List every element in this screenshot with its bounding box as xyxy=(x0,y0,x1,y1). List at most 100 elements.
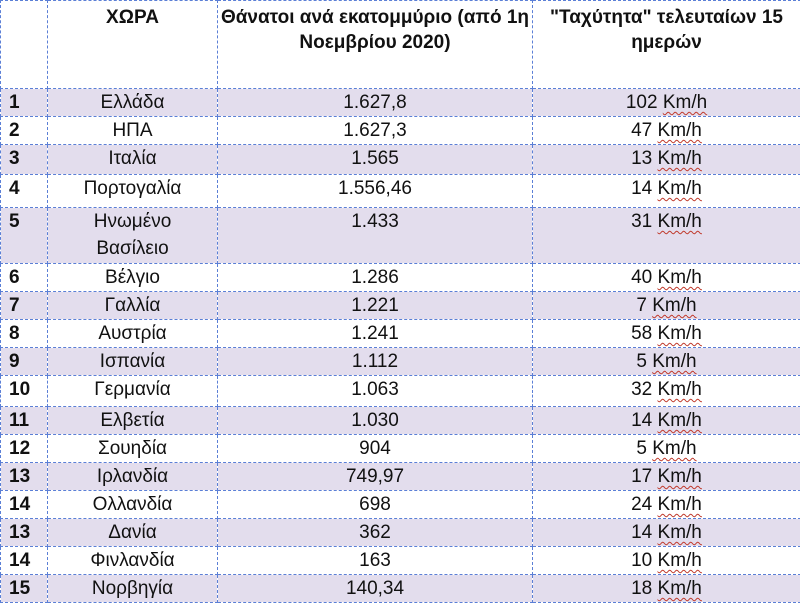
country-cell: Ιρλανδία xyxy=(47,462,218,491)
deaths-per-million-cell: 1.241 xyxy=(217,319,533,348)
speed-value: 102 xyxy=(625,92,658,113)
speed-value: 18 xyxy=(631,578,653,599)
rank-cell: 14 xyxy=(0,546,48,575)
table-row: 14 Ολλανδία 698 24 Km/h xyxy=(0,490,800,519)
speed-unit: Km/h xyxy=(657,178,702,199)
country-cell: Πορτογαλία xyxy=(47,174,218,208)
country-cell: Βέλγιο xyxy=(47,263,218,292)
deaths-per-million-cell: 698 xyxy=(217,490,533,519)
speed-unit: Km/h xyxy=(657,494,702,515)
rank-cell: 7 xyxy=(0,291,48,320)
table-row: 14 Φινλανδία 163 10 Km/h xyxy=(0,546,800,575)
rank-cell: 1 xyxy=(0,88,48,117)
rank-cell: 11 xyxy=(0,406,48,435)
table-row: 5 Ηνωμένο Βασίλειο 1.433 31 Km/h xyxy=(0,207,800,264)
speed-cell: 7 Km/h xyxy=(532,291,800,320)
deaths-per-million-cell: 140,34 xyxy=(217,574,533,603)
deaths-per-million-cell: 1.627,8 xyxy=(217,88,533,117)
deaths-per-million-cell: 1.556,46 xyxy=(217,174,533,208)
table-row: 8 Αυστρία 1.241 58 Km/h xyxy=(0,319,800,348)
speed-cell: 40 Km/h xyxy=(532,263,800,292)
country-cell: Ισπανία xyxy=(47,347,218,376)
rank-cell: 8 xyxy=(0,319,48,348)
country-cell: Γαλλία xyxy=(47,291,218,320)
speed-unit: Km/h xyxy=(657,120,702,141)
rank-cell: 9 xyxy=(0,347,48,376)
speed-cell: 10 Km/h xyxy=(532,546,800,575)
speed-cell: 102 Km/h xyxy=(532,88,800,117)
speed-cell: 14 Km/h xyxy=(532,518,800,547)
speed-value: 31 xyxy=(631,211,653,232)
speed-value: 10 xyxy=(631,550,653,571)
table-row: 11 Ελβετία 1.030 14 Km/h xyxy=(0,406,800,435)
speed-cell: 5 Km/h xyxy=(532,347,800,376)
country-cell: Νορβηγία xyxy=(47,574,218,603)
country-cell: Ηνωμένο Βασίλειο xyxy=(47,207,218,264)
deaths-per-million-cell: 1.030 xyxy=(217,406,533,435)
deaths-per-million-cell: 1.221 xyxy=(217,291,533,320)
rank-cell: 6 xyxy=(0,263,48,292)
rank-cell: 3 xyxy=(0,144,48,175)
speed-unit: Km/h xyxy=(657,379,702,400)
speed-cell: 47 Km/h xyxy=(532,116,800,145)
country-cell: Αυστρία xyxy=(47,319,218,348)
speed-value: 40 xyxy=(631,267,653,288)
rank-cell: 10 xyxy=(0,375,48,407)
country-cell: Ελβετία xyxy=(47,406,218,435)
rank-cell: 14 xyxy=(0,490,48,519)
speed-unit: Km/h xyxy=(657,522,702,543)
speed-unit: Km/h xyxy=(657,578,702,599)
table-row: 10 Γερμανία 1.063 32 Km/h xyxy=(0,375,800,407)
speed-cell: 58 Km/h xyxy=(532,319,800,348)
header-deaths-per-million: Θάνατοι ανά εκατομμύριο (από 1η Νοεμβρίο… xyxy=(217,0,533,89)
country-cell: Γερμανία xyxy=(47,375,218,407)
rank-cell: 12 xyxy=(0,434,48,463)
country-cell: Ελλάδα xyxy=(47,88,218,117)
table-row: 1 Ελλάδα 1.627,8 102 Km/h xyxy=(0,88,800,117)
country-cell: Σουηδία xyxy=(47,434,218,463)
header-country: ΧΩΡΑ xyxy=(47,0,218,89)
rank-cell: 13 xyxy=(0,518,48,547)
speed-value: 13 xyxy=(631,148,653,169)
country-cell: Ιταλία xyxy=(47,144,218,175)
deaths-per-million-cell: 1.565 xyxy=(217,144,533,175)
rank-cell: 15 xyxy=(0,574,48,603)
table-row: 15 Νορβηγία 140,34 18 Km/h xyxy=(0,574,800,603)
speed-unit: Km/h xyxy=(662,92,708,113)
speed-unit: Km/h xyxy=(657,550,702,571)
rank-cell: 5 xyxy=(0,207,48,264)
speed-value: 5 xyxy=(636,438,647,459)
deaths-per-million-cell: 1.627,3 xyxy=(217,116,533,145)
speed-unit: Km/h xyxy=(657,148,702,169)
speed-value: 5 xyxy=(636,351,647,372)
speed-unit: Km/h xyxy=(652,351,697,372)
table-row: 7 Γαλλία 1.221 7 Km/h xyxy=(0,291,800,320)
speed-cell: 18 Km/h xyxy=(532,574,800,603)
speed-unit: Km/h xyxy=(657,410,702,431)
table-row: 9 Ισπανία 1.112 5 Km/h xyxy=(0,347,800,376)
table-row: 13 Ιρλανδία 749,97 17 Km/h xyxy=(0,462,800,491)
deaths-per-million-cell: 1.286 xyxy=(217,263,533,292)
table-row: 4 Πορτογαλία 1.556,46 14 Km/h xyxy=(0,174,800,208)
speed-value: 17 xyxy=(631,466,653,487)
deaths-per-million-cell: 904 xyxy=(217,434,533,463)
rank-cell: 13 xyxy=(0,462,48,491)
speed-unit: Km/h xyxy=(657,267,702,288)
rank-cell: 4 xyxy=(0,174,48,208)
speed-unit: Km/h xyxy=(657,466,702,487)
speed-cell: 5 Km/h xyxy=(532,434,800,463)
deaths-per-million-cell: 1.063 xyxy=(217,375,533,407)
table-row: 12 Σουηδία 904 5 Km/h xyxy=(0,434,800,463)
header-speed: "Ταχύτητα" τελευταίων 15 ημερών xyxy=(532,0,800,89)
speed-cell: 17 Km/h xyxy=(532,462,800,491)
table-row: 3 Ιταλία 1.565 13 Km/h xyxy=(0,144,800,175)
speed-value: 14 xyxy=(631,522,653,543)
speed-unit: Km/h xyxy=(652,295,697,316)
table-row: 6 Βέλγιο 1.286 40 Km/h xyxy=(0,263,800,292)
speed-value: 58 xyxy=(631,323,653,344)
speed-value: 47 xyxy=(631,120,653,141)
country-cell: Φινλανδία xyxy=(47,546,218,575)
speed-value: 32 xyxy=(631,379,653,400)
table-row: 13 Δανία 362 14 Km/h xyxy=(0,518,800,547)
speed-cell: 14 Km/h xyxy=(532,406,800,435)
